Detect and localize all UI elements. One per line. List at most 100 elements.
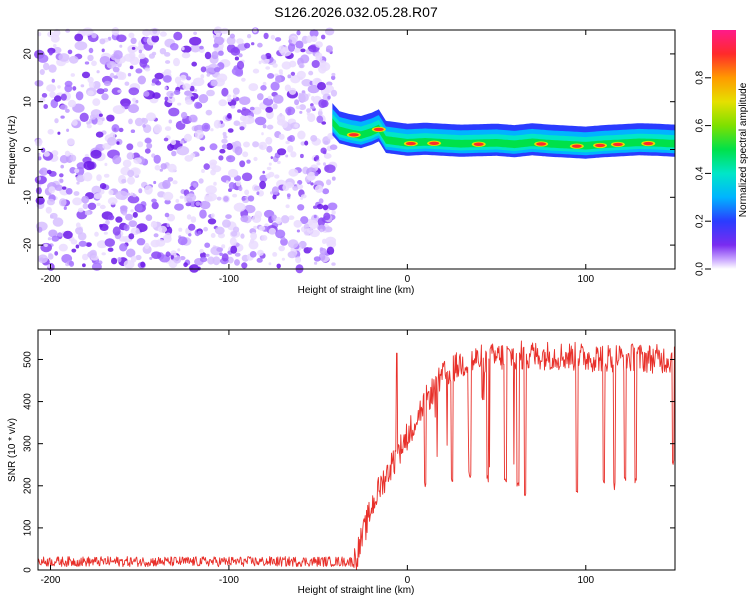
noise-blob (91, 60, 97, 67)
noise-blob (218, 50, 224, 56)
noise-blob (220, 175, 231, 183)
noise-blob (237, 109, 242, 113)
y-tick-label: -10 (23, 190, 34, 205)
y-tick-label: 20 (23, 48, 34, 60)
noise-blob (87, 54, 94, 62)
noise-blob (164, 126, 172, 131)
noise-blob (331, 210, 336, 215)
noise-blob (262, 170, 266, 174)
noise-blob (183, 262, 188, 268)
noise-blob (138, 188, 143, 194)
noise-blob (266, 166, 272, 171)
noise-blob (253, 225, 258, 230)
noise-blob (49, 91, 56, 98)
noise-blob (222, 131, 227, 137)
noise-blob (303, 228, 311, 236)
noise-blob (316, 203, 324, 210)
noise-blob (168, 107, 180, 117)
noise-blob (74, 33, 84, 42)
noise-blob (142, 117, 148, 125)
noise-blob (83, 172, 93, 182)
noise-blob (188, 223, 196, 231)
noise-blob (287, 145, 294, 153)
noise-blob (173, 57, 180, 67)
noise-blob (323, 212, 331, 221)
noise-blob (304, 140, 309, 146)
noise-blob (115, 190, 129, 200)
noise-blob (306, 35, 313, 43)
noise-blob (226, 97, 232, 103)
noise-blob (37, 254, 48, 264)
noise-blob (151, 198, 157, 203)
noise-blob (325, 236, 337, 246)
noise-blob (223, 196, 229, 202)
noise-blob (213, 119, 221, 129)
noise-blob (327, 95, 331, 100)
noise-blob (99, 56, 111, 65)
noise-blob (190, 44, 201, 53)
noise-blob (68, 260, 75, 267)
noise-blob (244, 42, 251, 49)
noise-blob (307, 113, 316, 123)
noise-blob (165, 60, 171, 64)
x-tick-label: 100 (577, 575, 594, 586)
noise-blob (75, 91, 84, 101)
colorbar: 0.0 0.2 0.4 0.6 0.8 Normalized spectral ampl… (695, 30, 749, 276)
noise-blob (268, 162, 272, 166)
noise-blob (204, 51, 212, 60)
noise-blob (82, 263, 86, 268)
colorbar-gradient (712, 30, 736, 269)
noise-blob (219, 252, 224, 256)
noise-blob (230, 245, 238, 254)
noise-blob (221, 144, 228, 150)
noise-blob (268, 171, 275, 178)
noise-blob (233, 226, 240, 233)
noise-blob (99, 204, 106, 210)
noise-blob (84, 61, 90, 65)
noise-blob (313, 214, 317, 219)
noise-blob (145, 214, 153, 221)
noise-blob (321, 34, 326, 40)
noise-blob (205, 109, 213, 116)
noise-blob (130, 129, 136, 133)
noise-blob (295, 105, 301, 110)
noise-blob (101, 48, 105, 53)
noise-blob (310, 105, 316, 110)
noise-blob (211, 51, 219, 60)
noise-blob (172, 180, 178, 185)
noise-blob (218, 155, 224, 161)
noise-blob (240, 215, 249, 223)
noise-blob (66, 128, 70, 132)
noise-blob (128, 220, 138, 228)
noise-blob (198, 178, 204, 184)
noise-blob (77, 232, 87, 241)
noise-blob (91, 32, 97, 39)
noise-blob (174, 203, 184, 211)
noise-blob (43, 243, 48, 247)
noise-blob (57, 232, 63, 237)
noise-blob (51, 78, 55, 83)
noise-blob (140, 261, 146, 268)
noise-blob (278, 45, 286, 54)
noise-blob (39, 97, 46, 103)
noise-blob (135, 203, 143, 212)
noise-blob (207, 218, 217, 225)
colorbar-ticks: 0.0 0.2 0.4 0.6 0.8 (695, 70, 711, 276)
noise-blob (107, 214, 115, 221)
noise-blob (319, 248, 327, 255)
noise-blob (227, 128, 234, 133)
noise-blob (249, 106, 255, 111)
noise-blob (130, 209, 134, 213)
noise-blob (46, 198, 55, 206)
noise-blob (164, 96, 169, 102)
noise-blob (262, 97, 274, 106)
noise-blob (190, 82, 197, 87)
noise-blob (71, 119, 78, 126)
noise-blob (144, 148, 151, 154)
noise-blob (288, 168, 299, 177)
noise-blob (164, 199, 171, 205)
noise-blob (288, 39, 293, 44)
noise-blob (223, 135, 228, 139)
noise-blob (70, 73, 76, 77)
